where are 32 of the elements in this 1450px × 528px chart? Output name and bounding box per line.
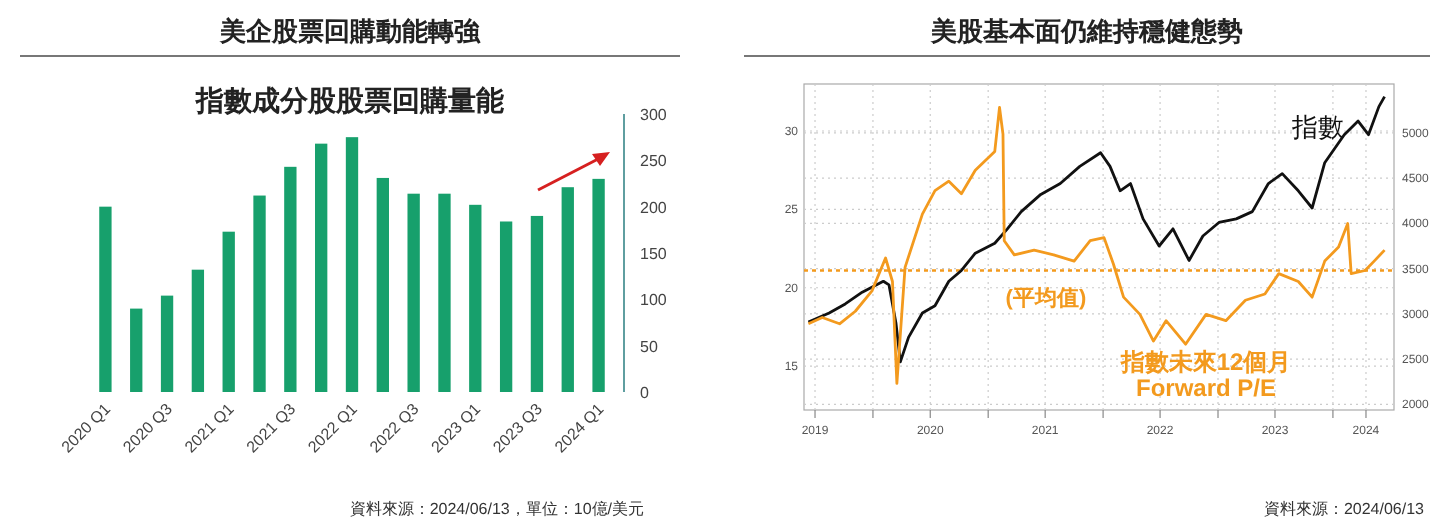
bar [407, 193, 420, 392]
bar [191, 269, 205, 392]
bar [469, 204, 482, 392]
chart-title: 美股基本面仍維持穩健態勢 [929, 16, 1243, 46]
bar [561, 187, 574, 392]
chart-subtitle: 指數成分股股票回購量能 [194, 84, 506, 116]
bar [99, 206, 112, 392]
y-tick-label: 50 [640, 337, 659, 356]
bar [592, 178, 605, 392]
y-tick-label: 150 [640, 245, 668, 263]
y-tick-label: 300 [640, 106, 668, 124]
bar [345, 137, 359, 392]
series-label: 指數 [1290, 112, 1344, 142]
bar [253, 195, 266, 392]
source-note: 資料來源：2024/06/13 [1263, 500, 1426, 518]
bar [376, 177, 389, 392]
series-label: 指數未來12個月 Forward P/E [1118, 348, 1292, 402]
bar [438, 193, 451, 392]
ref-line-label: (平均值) [1005, 284, 1087, 311]
bar [315, 143, 328, 392]
y-tick-label: 0 [640, 384, 650, 402]
bar [130, 308, 143, 392]
bar [499, 221, 513, 392]
bar [160, 295, 174, 392]
bar [284, 166, 297, 392]
y-tick-label: 250 [640, 152, 668, 171]
chart-title: 美企股票回購動能轉強 [218, 16, 482, 46]
bar [530, 215, 544, 392]
bar [222, 231, 235, 392]
source-note: 資料來源：2024/06/13，單位：10億/美元 [349, 500, 644, 518]
y-tick-label: 100 [640, 291, 668, 310]
y-tick-label: 200 [640, 198, 668, 217]
